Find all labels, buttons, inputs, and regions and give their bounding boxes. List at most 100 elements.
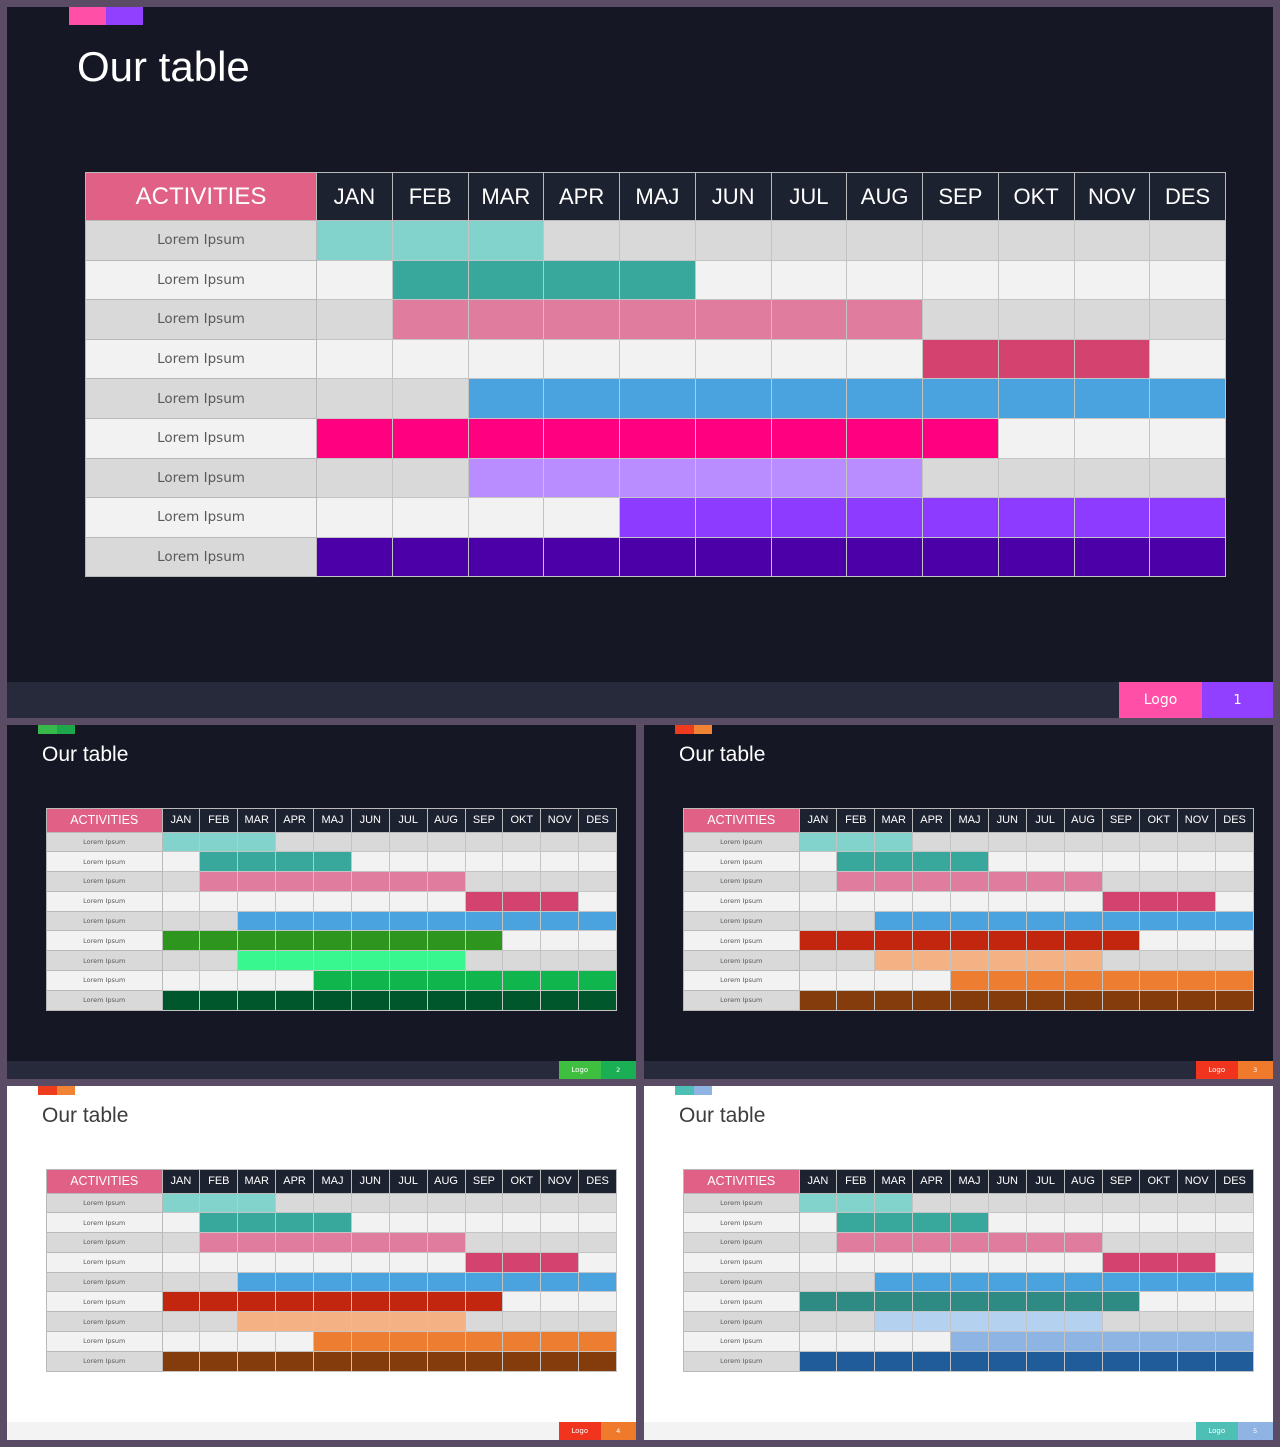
table-row: Lorem Ipsum xyxy=(46,950,617,972)
gantt-empty-cell xyxy=(199,910,239,932)
gantt-bar-cell xyxy=(874,910,914,932)
gantt-bar-cell xyxy=(199,989,239,1011)
gantt-bar-cell xyxy=(1073,536,1151,578)
gantt-empty-cell xyxy=(1073,220,1151,261)
gantt-empty-cell xyxy=(922,220,999,261)
gantt-empty-cell xyxy=(316,299,393,340)
month-header-aug: AUG xyxy=(846,172,923,221)
gantt-bar-cell xyxy=(275,989,314,1011)
gantt-bar-cell xyxy=(922,536,999,578)
gantt-bar-cell xyxy=(1025,950,1065,972)
gantt-empty-cell xyxy=(1139,851,1179,873)
gantt-empty-cell xyxy=(1139,831,1179,853)
gantt-bar-cell xyxy=(912,950,951,972)
footer-logo: Logo xyxy=(559,1061,601,1079)
gantt-bar-cell xyxy=(275,871,314,892)
gantt-empty-cell xyxy=(1101,1192,1141,1214)
slide-3: Our table ACTIVITIES JAN FEB MAR APR MAJ JUN JUL… xyxy=(644,725,1273,1079)
gantt-empty-cell xyxy=(997,417,1075,459)
gantt-empty-cell xyxy=(874,1331,914,1352)
gantt-empty-cell xyxy=(836,1271,876,1293)
month-header-jul: JUL xyxy=(1025,807,1065,833)
gantt-empty-cell xyxy=(502,851,542,873)
gantt-empty-cell xyxy=(836,970,876,991)
gantt-bar-cell xyxy=(350,1331,390,1352)
gantt-empty-cell xyxy=(694,338,772,380)
table-row: Lorem Ipsum xyxy=(46,970,617,991)
gantt-bar-cell xyxy=(275,1212,314,1234)
gantt-empty-cell xyxy=(237,890,277,912)
gantt-empty-cell xyxy=(199,970,239,991)
gantt-bar-cell xyxy=(950,989,989,1011)
gantt-empty-cell xyxy=(426,851,466,873)
month-header-mar: MAR xyxy=(237,807,277,833)
gantt-bar-cell xyxy=(350,1232,390,1253)
gantt-bar-cell xyxy=(275,851,314,873)
accent-square xyxy=(56,725,75,734)
gantt-empty-cell xyxy=(997,457,1075,499)
activities-header: ACTIVITIES xyxy=(683,807,800,833)
gantt-empty-cell xyxy=(502,1311,542,1333)
gantt-bar-cell xyxy=(237,1271,277,1293)
gantt-bar-cell xyxy=(161,1350,201,1372)
gantt-bar-cell xyxy=(275,910,314,932)
table-row: Lorem Ipsum xyxy=(85,259,1226,301)
gantt-bar-cell xyxy=(1073,338,1151,380)
gantt-empty-cell xyxy=(836,950,876,972)
gantt-empty-cell xyxy=(578,930,617,952)
gantt-bar-cell xyxy=(540,890,580,912)
gantt-bar-cell xyxy=(694,497,772,538)
activity-label: Lorem Ipsum xyxy=(85,220,317,261)
activity-label: Lorem Ipsum xyxy=(46,851,163,873)
gantt-empty-cell xyxy=(161,1251,201,1273)
gantt-bar-cell xyxy=(912,851,951,873)
gantt-bar-cell xyxy=(467,417,545,459)
table-row: Lorem Ipsum xyxy=(683,1251,1254,1273)
gantt-empty-cell xyxy=(1215,1192,1254,1214)
gantt-empty-cell xyxy=(1177,1192,1217,1214)
gantt-empty-cell xyxy=(161,910,201,932)
table-row: Lorem Ipsum xyxy=(46,1232,617,1253)
gantt-bar-cell xyxy=(502,1331,542,1352)
gantt-bar-cell xyxy=(846,378,923,419)
gantt-empty-cell xyxy=(1101,950,1141,972)
gantt-empty-cell xyxy=(997,259,1075,301)
gantt-empty-cell xyxy=(350,831,390,853)
gantt-empty-cell xyxy=(540,950,580,972)
gantt-empty-cell xyxy=(912,1192,951,1214)
activities-header: ACTIVITIES xyxy=(46,807,163,833)
gantt-bar-cell xyxy=(922,378,999,419)
gantt-bar-cell xyxy=(199,1291,239,1313)
activity-label: Lorem Ipsum xyxy=(683,970,800,991)
gantt-empty-cell xyxy=(1101,1212,1141,1234)
gantt-bar-cell xyxy=(467,220,545,261)
gantt-bar-cell xyxy=(578,989,617,1011)
activity-label: Lorem Ipsum xyxy=(46,910,163,932)
gantt-bar-cell xyxy=(313,989,352,1011)
gantt-empty-cell xyxy=(350,890,390,912)
gantt-empty-cell xyxy=(950,890,989,912)
gantt-bar-cell xyxy=(912,1271,951,1293)
gantt-empty-cell xyxy=(199,1251,239,1273)
slide-title: Our table xyxy=(42,1104,129,1127)
gantt-bar-cell xyxy=(199,851,239,873)
gantt-empty-cell xyxy=(798,970,838,991)
activity-label: Lorem Ipsum xyxy=(46,950,163,972)
header-row: ACTIVITIES JAN FEB MAR APR MAJ JUN JUL AUG SEP OKT… xyxy=(46,1168,617,1194)
gantt-bar-cell xyxy=(1025,989,1065,1011)
accent-square xyxy=(693,1086,712,1095)
gantt-empty-cell xyxy=(464,831,504,853)
gantt-empty-cell xyxy=(619,338,696,380)
gantt-empty-cell xyxy=(502,831,542,853)
gantt-bar-cell xyxy=(540,970,580,991)
gantt-empty-cell xyxy=(161,1232,201,1253)
activity-label: Lorem Ipsum xyxy=(85,417,317,459)
gantt-bar-cell xyxy=(1063,1350,1103,1372)
table-row: Lorem Ipsum xyxy=(85,536,1226,578)
gantt-bar-cell xyxy=(770,299,848,340)
gantt-empty-cell xyxy=(578,950,617,972)
gantt-empty-cell xyxy=(1139,930,1179,952)
gantt-empty-cell xyxy=(1177,831,1217,853)
gantt-empty-cell xyxy=(391,497,469,538)
gantt-table: ACTIVITIES JAN FEB MAR APR MAJ JUN JUL AUG SEP OKT… xyxy=(46,807,617,1011)
